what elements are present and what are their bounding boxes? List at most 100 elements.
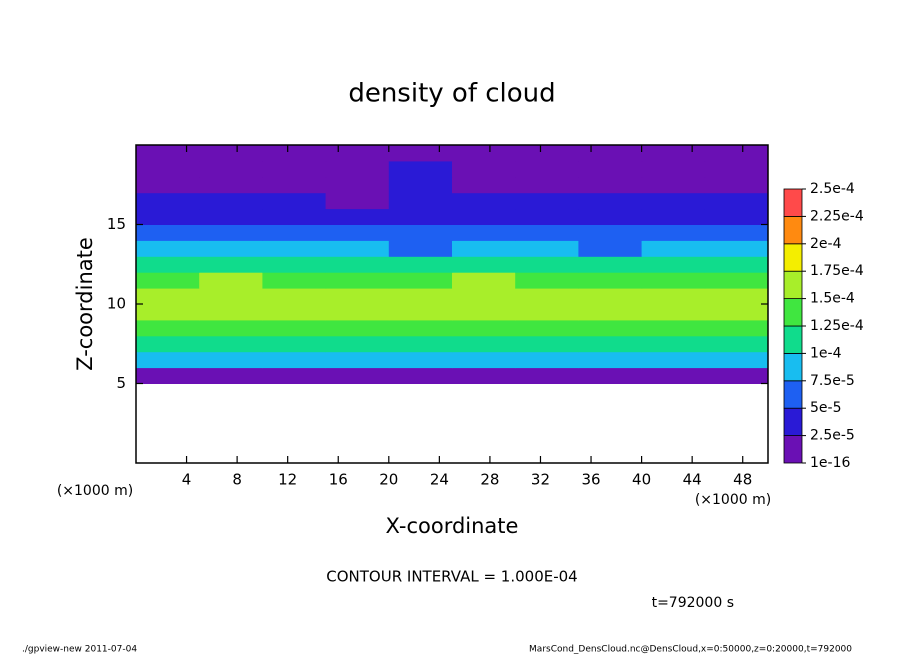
cell bbox=[199, 176, 263, 194]
cell bbox=[578, 256, 643, 273]
cell bbox=[578, 304, 643, 321]
cell bbox=[262, 145, 327, 162]
colorbar-label: 1.25e-4 bbox=[810, 318, 864, 334]
cell bbox=[262, 160, 327, 178]
x-tick-label: 44 bbox=[683, 471, 702, 489]
colorbar-box bbox=[783, 325, 803, 354]
cell bbox=[641, 224, 706, 241]
x-tick-label: 12 bbox=[278, 471, 297, 489]
cell bbox=[262, 367, 327, 384]
cell bbox=[199, 224, 263, 241]
y-tick-label: 5 bbox=[116, 374, 126, 392]
cell bbox=[262, 224, 327, 241]
contour-note: CONTOUR INTERVAL = 1.000E-04 bbox=[326, 568, 577, 586]
cell bbox=[262, 272, 327, 289]
cell bbox=[515, 224, 579, 241]
colorbar-label: 2e-4 bbox=[810, 236, 842, 252]
chart-title: density of cloud bbox=[348, 79, 555, 109]
cell bbox=[199, 192, 263, 210]
cell bbox=[199, 145, 263, 162]
cell bbox=[452, 176, 516, 194]
cell bbox=[262, 208, 327, 225]
cell bbox=[388, 256, 453, 273]
cell bbox=[704, 192, 769, 210]
cell bbox=[452, 367, 516, 384]
y-tick-label: 10 bbox=[107, 295, 126, 313]
cell bbox=[388, 224, 453, 241]
colorbar-label: 1.75e-4 bbox=[810, 263, 864, 279]
colorbar-box bbox=[783, 407, 803, 437]
cell bbox=[452, 160, 516, 178]
footer-left: ./gpview-new 2011-07-04 bbox=[22, 645, 137, 655]
cell bbox=[262, 176, 327, 194]
cell bbox=[704, 351, 769, 369]
x-tick-label: 8 bbox=[232, 471, 242, 489]
cell bbox=[199, 160, 263, 178]
cell bbox=[325, 272, 390, 289]
x-axis-label: X-coordinate bbox=[386, 514, 519, 538]
cell bbox=[452, 192, 516, 210]
time-note: t=792000 s bbox=[652, 595, 734, 611]
colorbar-label: 7.5e-5 bbox=[810, 373, 855, 389]
colorbar-box bbox=[783, 215, 803, 245]
colorbar-box bbox=[783, 243, 803, 272]
colorbar-box bbox=[783, 435, 803, 464]
cell bbox=[136, 224, 200, 241]
cell bbox=[578, 176, 643, 194]
cell bbox=[388, 304, 453, 321]
cell bbox=[704, 208, 769, 225]
cell bbox=[452, 335, 516, 353]
cell bbox=[704, 240, 769, 257]
cell bbox=[452, 145, 516, 162]
cell bbox=[199, 240, 263, 257]
colorbar-label: 1e-4 bbox=[810, 345, 842, 361]
cell bbox=[704, 304, 769, 321]
cell bbox=[641, 367, 706, 384]
colorbar-box bbox=[783, 380, 803, 409]
cell bbox=[578, 208, 643, 225]
cell bbox=[325, 351, 390, 369]
colorbar-label: 2.5e-4 bbox=[810, 181, 855, 197]
x-tick-label: 48 bbox=[733, 471, 752, 489]
cell bbox=[388, 145, 453, 162]
cell bbox=[136, 367, 200, 384]
cell bbox=[515, 176, 579, 194]
x-unit: (×1000 m) bbox=[695, 492, 771, 508]
cell bbox=[704, 224, 769, 241]
colorbar-box bbox=[783, 270, 803, 300]
cell bbox=[136, 176, 200, 194]
cell bbox=[388, 288, 453, 305]
x-tick-label: 28 bbox=[480, 471, 499, 489]
cell bbox=[578, 351, 643, 369]
cell bbox=[641, 208, 706, 225]
cell bbox=[704, 256, 769, 273]
cell bbox=[262, 304, 327, 321]
cell bbox=[704, 176, 769, 194]
colorbar-box bbox=[783, 352, 803, 382]
x-tick-label: 4 bbox=[182, 471, 192, 489]
x-tick-label: 20 bbox=[379, 471, 398, 489]
cell bbox=[325, 240, 390, 257]
cell bbox=[136, 319, 200, 337]
cell bbox=[704, 288, 769, 305]
cell bbox=[325, 256, 390, 273]
cell bbox=[452, 304, 516, 321]
cell bbox=[388, 160, 453, 178]
cell bbox=[515, 208, 579, 225]
cell bbox=[136, 192, 200, 210]
cell bbox=[641, 240, 706, 257]
cell bbox=[452, 319, 516, 337]
cell bbox=[704, 367, 769, 384]
cell bbox=[325, 319, 390, 337]
cell bbox=[515, 351, 579, 369]
colorbar-label: 5e-5 bbox=[810, 400, 841, 416]
cell bbox=[388, 351, 453, 369]
cell bbox=[325, 160, 390, 178]
cell bbox=[452, 351, 516, 369]
cell bbox=[452, 240, 516, 257]
y-tick-label: 15 bbox=[107, 215, 126, 233]
cell bbox=[704, 335, 769, 353]
cell bbox=[388, 208, 453, 225]
cell bbox=[704, 272, 769, 289]
